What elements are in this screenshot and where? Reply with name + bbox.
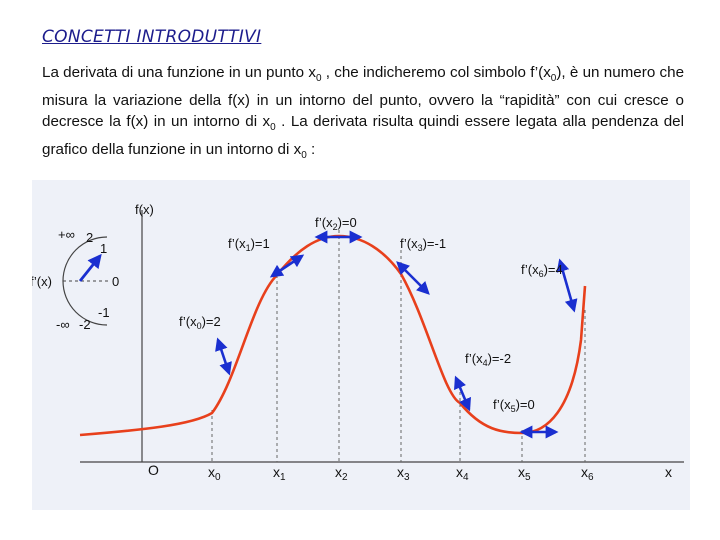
gauge-tick-0: 0 [112,274,119,289]
intro-text-5: : [306,140,316,158]
gauge-label: f’(x) [32,274,52,289]
gauge-plus-infinity: +∞ [58,227,75,242]
gauge-tick-1: 1 [100,241,107,256]
intro-sub-4: 0 [301,149,307,161]
label-derivative-x5: f’(x5)=0 [493,397,535,414]
derivative-diagram: f(x) x O x0 x1 x2 x3 x4 x5 x6 f’(x0)=2 f… [30,180,690,510]
y-axis-label: f(x) [135,202,154,217]
tangent-x6 [556,258,578,313]
label-derivative-x1: f’(x1)=1 [228,236,270,253]
slope-gauge: +∞ 2 1 0 f’(x) -1 -∞ -2 [30,227,119,332]
intro-paragraph: La derivata di una funzione in un punto … [42,62,684,166]
x-tick-x3: x3 [397,464,410,483]
page-title: CONCETTI INTRODUTTIVI [42,27,262,47]
tangent-x0 [215,337,232,376]
intro-sub-1: 0 [315,73,322,85]
gauge-tick-minus-1: -1 [98,305,110,320]
label-derivative-x3: f’(x3)=-1 [400,236,446,253]
x-tick-labels: x0 x1 x2 x3 x4 x5 x6 [208,464,594,483]
diagram-svg: f(x) x O x0 x1 x2 x3 x4 x5 x6 f’(x0)=2 f… [30,202,684,483]
tangent-arrows [215,230,578,439]
label-derivative-x0: f’(x0)=2 [179,314,221,331]
x-tick-x1: x1 [273,464,286,483]
x-tick-x2: x2 [335,464,348,483]
x-tick-x0: x0 [208,464,221,483]
label-derivative-x4: f’(x4)=-2 [465,351,511,368]
label-derivative-x2: f’(x2)=0 [315,215,357,232]
label-derivative-x6: f’(x6)=4 [521,262,563,279]
x-tick-guides [211,230,586,462]
derivative-labels: f’(x0)=2 f’(x1)=1 f’(x2)=0 f’(x3)=-1 f’(… [179,215,563,414]
tangent-x1 [269,254,305,278]
intro-text-4: . La derivata risulta quindi essere lega… [42,113,685,158]
x-tick-x4: x4 [456,464,469,483]
gauge-needle [78,253,102,282]
intro-sub-3: 0 [270,122,276,134]
intro-sub-2: 0 [550,73,557,85]
intro-text-2: , che indicheremo col simbolo f’(x [321,64,551,81]
x-axis-label: x [665,464,672,480]
intro-text-1: La derivata di una funzione in un punto … [42,64,316,81]
x-tick-x6: x6 [581,464,594,483]
intro-text-3: ), è un numero che misura la variazione … [42,64,685,131]
tangent-x4 [454,375,471,412]
tangent-x3 [396,261,430,295]
origin-label: O [148,462,159,478]
gauge-tick-minus-2: -2 [79,317,91,332]
gauge-minus-infinity: -∞ [56,317,70,332]
x-tick-x5: x5 [518,464,531,483]
gauge-tick-2: 2 [86,230,93,245]
